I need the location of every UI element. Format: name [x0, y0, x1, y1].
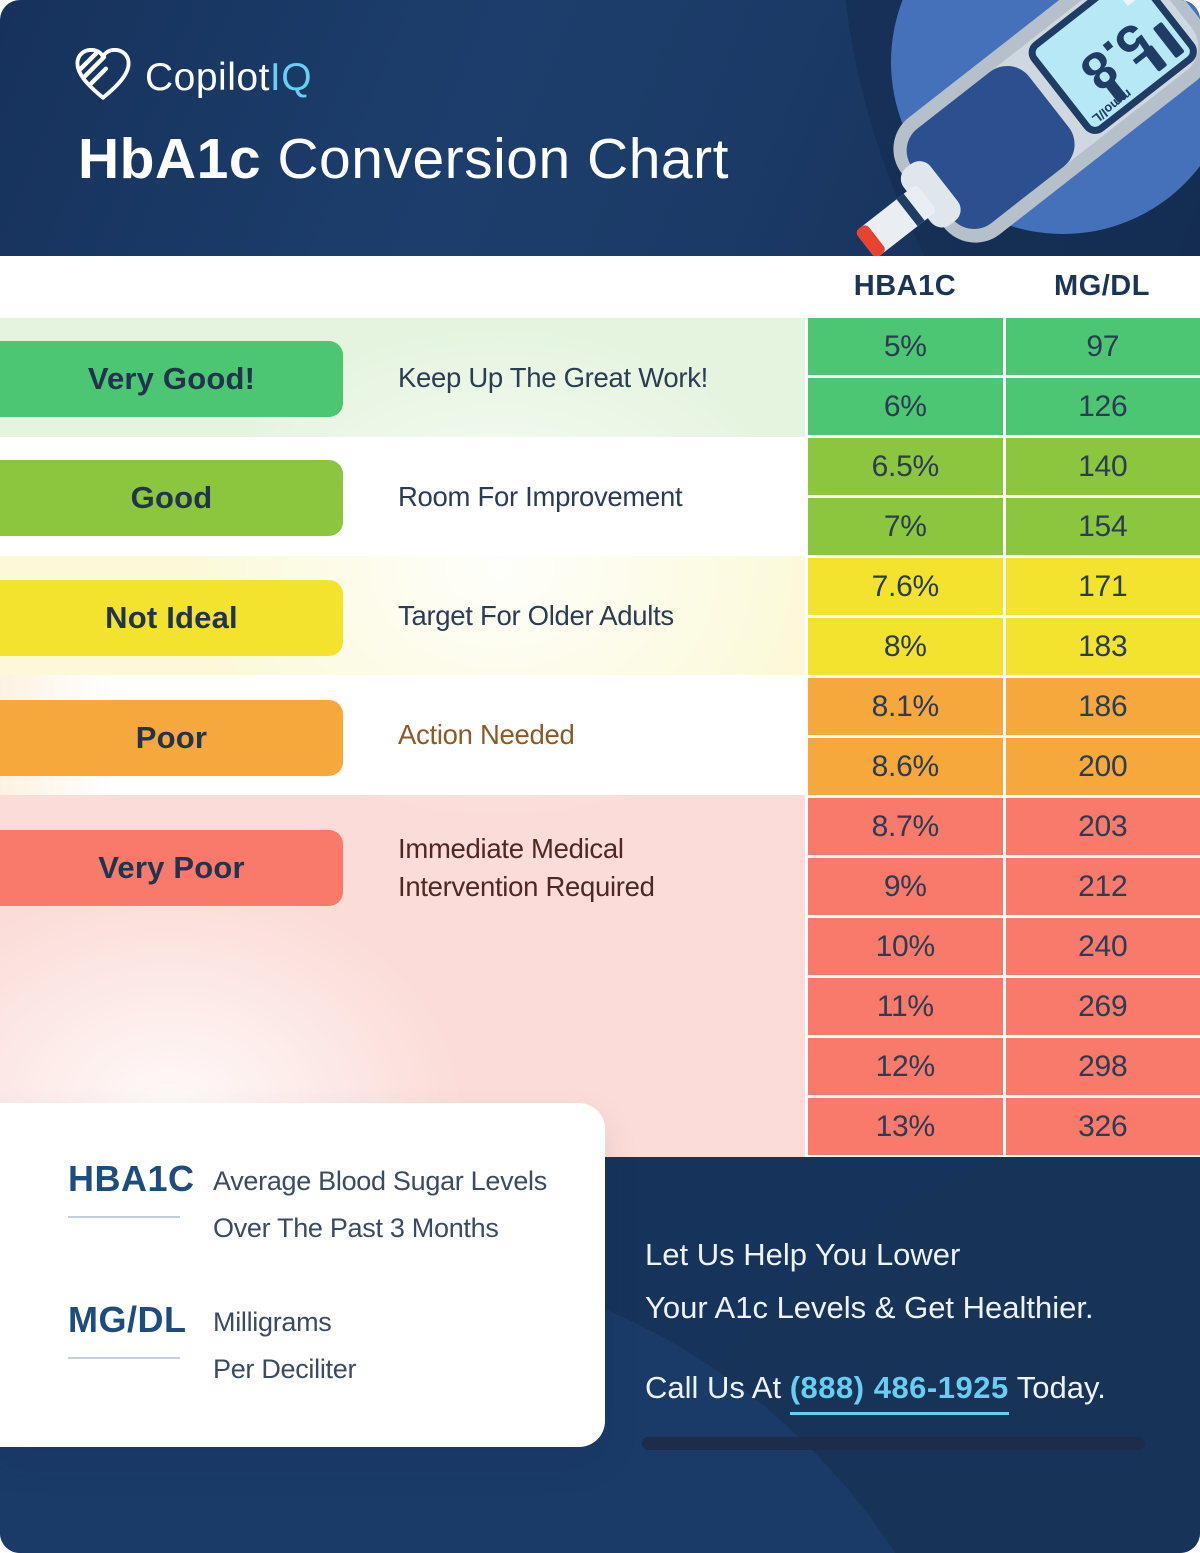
- legend-definition-line: Per Deciliter: [213, 1354, 357, 1384]
- table-cell-mgdl: 171: [1005, 558, 1200, 615]
- table-cell-hba1c: 9%: [808, 858, 1003, 915]
- legend-term-mgdl: MG/DL: [68, 1299, 187, 1340]
- table-cell-mgdl: 298: [1005, 1038, 1200, 1095]
- column-header-mgdl: MG/DL: [1054, 270, 1150, 302]
- brand-logo: CopilotIQ: [74, 47, 312, 108]
- description-not-ideal: Target For Older Adults: [398, 599, 674, 631]
- call-prefix: Call Us At: [645, 1370, 790, 1405]
- brand-name-iq: IQ: [269, 56, 313, 99]
- brand-name-copilot: Copilot: [145, 56, 270, 99]
- legend-term-wrap: MG/DL: [68, 1299, 213, 1359]
- legend-definition-mgdl: Milligrams Per Deciliter: [213, 1299, 356, 1393]
- table-cell-hba1c: 6%: [808, 378, 1003, 435]
- column-header-hba1c: HBA1C: [853, 270, 957, 302]
- badge-very-good: Very Good!: [0, 341, 343, 417]
- description-good: Room For Improvement: [398, 480, 683, 512]
- badge-very-poor: Very Poor: [0, 830, 343, 906]
- table-cell-hba1c: 5%: [808, 318, 1003, 375]
- legend-row-mgdl: MG/DL Milligrams Per Deciliter: [68, 1299, 356, 1393]
- heart-logo-icon: [74, 47, 132, 108]
- legend-definition-line: Over The Past 3 Months: [213, 1213, 499, 1243]
- page-title: HbA1c Conversion Chart: [78, 126, 729, 192]
- table-cell-hba1c: 10%: [808, 918, 1003, 975]
- badge-not-ideal: Not Ideal: [0, 580, 343, 656]
- table-cell-mgdl: 200: [1005, 738, 1200, 795]
- description-very-poor: Immediate Medical Intervention Required: [398, 833, 655, 902]
- table-cell-mgdl: 212: [1005, 858, 1200, 915]
- cta-line-2: Your A1c Levels & Get Healthier.: [645, 1290, 1094, 1325]
- cta-text: Let Us Help You Lower Your A1c Levels & …: [645, 1228, 1094, 1334]
- legend-term-hba1c: HBA1C: [68, 1158, 195, 1199]
- table-cell-mgdl: 140: [1005, 438, 1200, 495]
- test-strip-blood-tip: [856, 225, 885, 256]
- table-cell-hba1c: 8.6%: [808, 738, 1003, 795]
- table-cell-mgdl: 186: [1005, 678, 1200, 735]
- table-cell-hba1c: 8%: [808, 618, 1003, 675]
- legend-definition-line: Milligrams: [213, 1307, 332, 1337]
- footer-divider-bar: [642, 1437, 1145, 1450]
- table-cell-hba1c: 7%: [808, 498, 1003, 555]
- table-cell-hba1c: 11%: [808, 978, 1003, 1035]
- table-cell-hba1c: 13%: [808, 1098, 1003, 1155]
- legend-row-hba1c: HBA1C Average Blood Sugar Levels Over Th…: [68, 1158, 547, 1252]
- table-cell-mgdl: 269: [1005, 978, 1200, 1035]
- header: CopilotIQ HbA1c Conversion Chart: [0, 0, 1200, 256]
- badge-poor: Poor: [0, 700, 343, 776]
- glucose-meter-illustration: 5.8 mmol/L: [856, 0, 1200, 256]
- meter-display: [1028, 0, 1197, 134]
- legend-definition-hba1c: Average Blood Sugar Levels Over The Past…: [213, 1158, 547, 1252]
- legend-term-underline: [68, 1216, 180, 1218]
- table-cell-hba1c: 6.5%: [808, 438, 1003, 495]
- table-cell-mgdl: 203: [1005, 798, 1200, 855]
- table-cell-mgdl: 126: [1005, 378, 1200, 435]
- badge-good: Good: [0, 460, 343, 536]
- cta-line-1: Let Us Help You Lower: [645, 1237, 961, 1272]
- conversion-table: 5% 97 6% 126 6.5% 140 7% 154 7.6% 171 8% 183 8.1% 186…: [808, 318, 1200, 1155]
- table-cell-hba1c: 7.6%: [808, 558, 1003, 615]
- call-suffix: Today.: [1008, 1370, 1106, 1405]
- legend-term-underline: [68, 1357, 180, 1359]
- legend-card: HBA1C Average Blood Sugar Levels Over Th…: [0, 1103, 605, 1447]
- phone-number-link[interactable]: (888) 486-1925: [789, 1370, 1009, 1415]
- table-cell-mgdl: 183: [1005, 618, 1200, 675]
- description-poor: Action Needed: [398, 719, 575, 750]
- table-cell-mgdl: 240: [1005, 918, 1200, 975]
- brand-name: CopilotIQ: [145, 49, 312, 107]
- legend-term-wrap: HBA1C: [68, 1158, 213, 1218]
- table-cell-mgdl: 97: [1005, 318, 1200, 375]
- table-cell-hba1c: 8.1%: [808, 678, 1003, 735]
- legend-definition-line: Average Blood Sugar Levels: [213, 1166, 547, 1196]
- description-very-good: Keep Up The Great Work!: [398, 361, 709, 393]
- table-cell-mgdl: 154: [1005, 498, 1200, 555]
- table-cell-mgdl: 326: [1005, 1098, 1200, 1155]
- page-title-emphasis: HbA1c: [78, 127, 262, 191]
- cta-call-line: Call Us At (888) 486-1925 Today.: [645, 1370, 1106, 1415]
- page-title-rest: Conversion Chart: [261, 127, 729, 191]
- table-cell-hba1c: 8.7%: [808, 798, 1003, 855]
- table-cell-hba1c: 12%: [808, 1038, 1003, 1095]
